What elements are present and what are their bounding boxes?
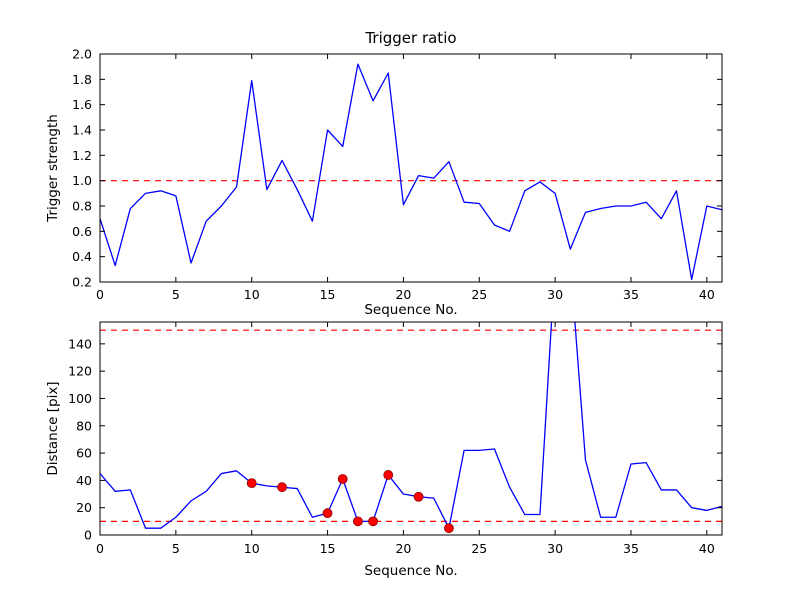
event-marker — [368, 516, 378, 527]
axes-frame — [99, 321, 723, 536]
y-tick-label: 0.2 — [72, 275, 92, 290]
y-tick-label: 140 — [68, 336, 92, 351]
distance-chart: 0 5 10 15 20 25 30 35 40 0 20 40 60 80 100 120 140 Sequen… — [45, 321, 723, 579]
trigger-strength-line — [100, 63, 722, 281]
y-tick-label: 20 — [76, 500, 92, 515]
x-axis-label: Sequence No. — [364, 302, 457, 318]
x-tick-label: 25 — [471, 541, 487, 556]
x-axis-label: Sequence No. — [364, 563, 457, 579]
x-tick-label: 20 — [395, 287, 411, 302]
y-tick-label: 0.8 — [72, 199, 92, 214]
y-tick-label: 1.0 — [72, 173, 92, 188]
x-tick-label: 0 — [96, 541, 104, 556]
x-tick-label: 25 — [471, 287, 487, 302]
y-axis-label: Distance [pix] — [45, 381, 61, 475]
event-marker — [444, 523, 454, 534]
x-tick-label: 5 — [172, 287, 180, 302]
x-tick-label: 5 — [172, 541, 180, 556]
y-tick-label: 2.0 — [72, 47, 92, 62]
distance-line — [100, 322, 722, 529]
event-marker — [383, 470, 394, 480]
event-marker — [277, 482, 287, 493]
y-tick-label: 1.6 — [72, 97, 92, 112]
x-tick-label: 35 — [623, 287, 639, 302]
y-tick-label: 60 — [76, 446, 92, 461]
event-marker — [246, 478, 257, 489]
y-tick-label: 120 — [68, 364, 92, 379]
x-tick-label: 40 — [699, 541, 715, 556]
x-tick-label: 20 — [395, 541, 411, 556]
axes-frame — [99, 53, 723, 283]
y-tick-label: 0.6 — [72, 224, 92, 239]
event-marker — [353, 516, 363, 527]
x-tick-label: 10 — [244, 541, 260, 556]
x-tick-label: 35 — [623, 541, 639, 556]
x-tick-label: 0 — [96, 287, 104, 302]
x-tick-label: 10 — [244, 287, 260, 302]
x-tick-label: 15 — [320, 541, 336, 556]
y-tick-label: 80 — [76, 418, 92, 433]
event-marker — [337, 474, 348, 484]
trigger-ratio-chart: 0 5 10 15 20 25 30 35 40 0.2 0.4 0.6 0.8 1.0 1.2 1.4 1.6… — [45, 29, 723, 318]
y-tick-label: 1.8 — [72, 72, 92, 87]
y-tick-label: 40 — [76, 473, 92, 488]
y-tick-label: 0.4 — [72, 249, 92, 264]
x-tick-label: 30 — [547, 287, 563, 302]
x-tick-label: 30 — [547, 541, 563, 556]
y-tick-label: 1.2 — [72, 148, 92, 163]
chart-title: Trigger ratio — [364, 29, 456, 47]
y-axis-label: Trigger strength — [45, 114, 61, 223]
event-marker — [413, 491, 424, 502]
x-tick-label: 40 — [699, 287, 715, 302]
x-tick-label: 15 — [320, 287, 336, 302]
y-tick-label: 0 — [84, 528, 92, 543]
y-tick-label: 100 — [68, 391, 92, 406]
event-marker — [322, 508, 333, 519]
y-tick-label: 1.4 — [72, 123, 92, 138]
